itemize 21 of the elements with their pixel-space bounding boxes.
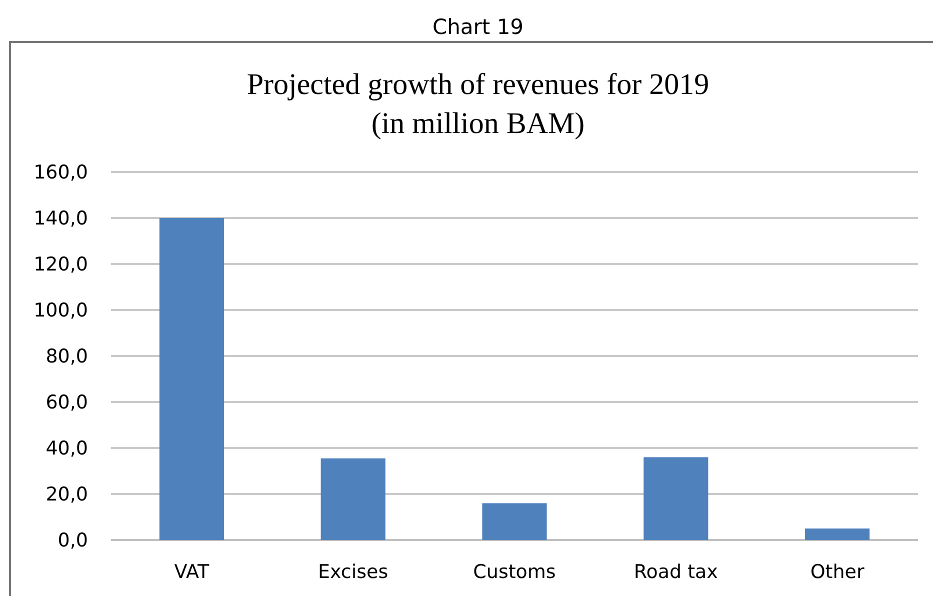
y-tick-label: 20,0 [46,484,88,506]
bar [159,218,224,540]
x-tick-label: Other [810,561,864,583]
x-tick-label: Road tax [634,561,718,583]
y-tick-label: 0,0 [58,530,88,552]
y-tick-label: 40,0 [46,438,88,460]
x-tick-label: VAT [174,561,210,583]
bar [644,457,708,540]
y-tick-label: 120,0 [34,254,88,276]
bar [805,528,870,540]
bar [320,458,386,540]
y-tick-label: 60,0 [46,392,88,414]
y-tick-label: 160,0 [34,162,88,184]
y-tick-label: 100,0 [34,300,88,322]
x-tick-label: Excises [318,561,388,583]
y-tick-label: 80,0 [46,346,88,368]
x-tick-label: Customs [473,561,556,583]
bar [482,503,547,540]
y-tick-label: 140,0 [34,208,88,230]
chart-title: Projected growth of revenues for 2019 (in million BAM) [246,68,710,140]
caption: Chart 19 [432,15,524,39]
